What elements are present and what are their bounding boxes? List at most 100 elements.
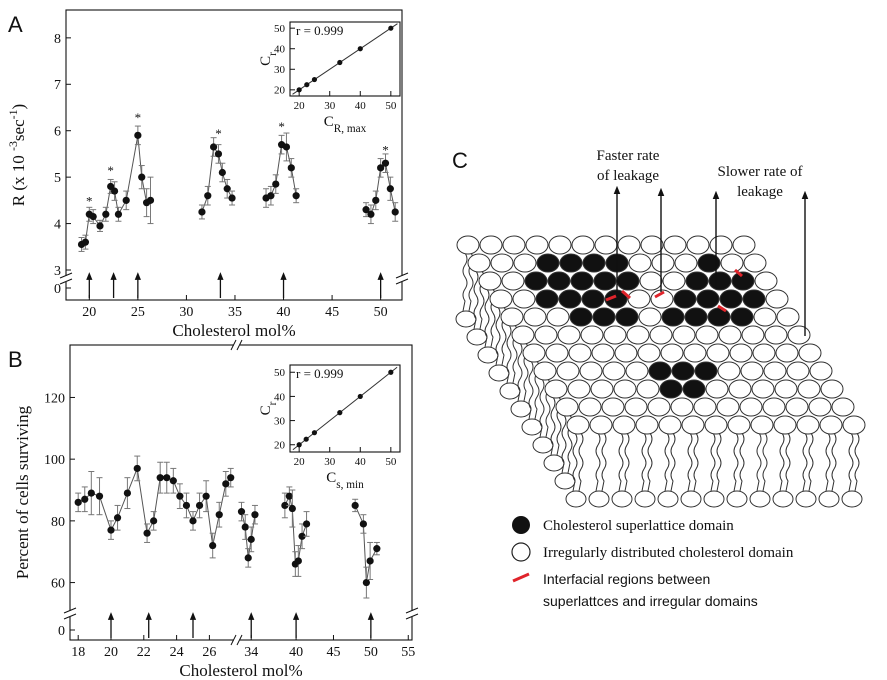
lipid-head (774, 379, 798, 399)
interface-region (654, 290, 665, 299)
lipid-head (499, 382, 521, 400)
axis-break (236, 634, 243, 646)
x-axis-label: CR, max (324, 114, 367, 135)
cholesterol-superlattice (730, 307, 754, 327)
lipid-head (634, 490, 656, 508)
lipid-head (658, 415, 682, 435)
data-point (114, 210, 123, 218)
cholesterol-superlattice (673, 289, 697, 309)
data-point (285, 492, 293, 500)
lipid-head (662, 271, 686, 291)
cholesterol-superlattice (742, 289, 766, 309)
data-point (143, 529, 151, 537)
y-tick-label: 4 (54, 217, 61, 232)
lipid-head (532, 436, 554, 454)
lipid-tail (779, 432, 785, 492)
axis-break (66, 611, 74, 617)
lipid-head (683, 343, 707, 363)
x-tick-label: 30 (324, 456, 336, 468)
lipid-head (500, 307, 524, 327)
lipid-head (663, 235, 687, 255)
data-point (81, 495, 89, 503)
data-point (296, 87, 302, 93)
lipid-head (502, 235, 526, 255)
lipid-head (624, 397, 648, 417)
lipid-tail (693, 432, 699, 492)
lipid-tail (528, 360, 534, 420)
y-tick-label: 120 (44, 391, 65, 406)
y-axis-label: Cr (258, 52, 279, 66)
data-point (362, 578, 370, 587)
data-point (146, 196, 155, 204)
y-tick-label: 0 (54, 282, 61, 297)
lipid-tail (848, 432, 854, 492)
label-part: ) (9, 104, 28, 110)
cholesterol-superlattice (719, 289, 743, 309)
lipid-head (795, 490, 817, 508)
lipid-head (720, 253, 744, 273)
x-tick-label: 45 (326, 645, 340, 660)
lipid-head (820, 379, 844, 399)
lipid-head (753, 307, 777, 327)
annotation: leakage (737, 184, 783, 200)
lipid-tail (854, 432, 860, 492)
lipid-head (750, 415, 774, 435)
data-point (386, 185, 394, 193)
panel-label: A (8, 12, 23, 37)
annotation: of leakage (597, 168, 659, 184)
x-tick-label: 30 (324, 100, 336, 112)
lipid-tail (506, 324, 512, 384)
lipid-head (501, 271, 525, 291)
data-point (102, 210, 110, 218)
data-point (267, 192, 275, 200)
lipid-head (772, 490, 794, 508)
lipid-head (579, 361, 603, 381)
x-tick-label: 35 (228, 305, 242, 320)
lipid-head (602, 361, 626, 381)
lipid-head (809, 361, 833, 381)
lipid-head (674, 253, 698, 273)
lipid-head (488, 364, 510, 382)
x-axis-label: Cholesterol mol% (172, 321, 295, 340)
data-point (298, 532, 306, 540)
x-tick-label: 40 (355, 456, 367, 468)
y-tick-label: 0 (58, 624, 65, 639)
panel-label: B (8, 347, 23, 372)
lipid-head (705, 379, 729, 399)
data-point (296, 442, 302, 448)
axis-break (405, 613, 419, 620)
lipid-head (543, 454, 565, 472)
data-point (122, 196, 130, 204)
lipid-head (718, 325, 742, 345)
lipid-head (716, 397, 740, 417)
cholesterol-superlattice (661, 307, 685, 327)
lipid-head (765, 289, 789, 309)
data-point (247, 535, 255, 543)
cholesterol-superlattice (697, 253, 721, 273)
cholesterol-superlattice (707, 307, 731, 327)
label-subscript: s, min (336, 479, 364, 491)
data-point (189, 517, 197, 525)
lipid-head (660, 343, 684, 363)
lipid-tail (641, 432, 647, 492)
lipid-head (544, 379, 568, 399)
lipid-head (743, 253, 767, 273)
lipid-head (455, 310, 477, 328)
lipid-head (589, 415, 613, 435)
lipid-head (639, 271, 663, 291)
data-point (304, 82, 310, 88)
lipid-head (522, 343, 546, 363)
lipid-head (762, 397, 786, 417)
axis-break (405, 607, 419, 614)
lipid-head (842, 415, 866, 435)
y-tick-label: 8 (54, 32, 61, 47)
lipid-head (706, 343, 730, 363)
lipid-head (617, 235, 641, 255)
cholesterol-superlattice (616, 271, 640, 291)
lipid-head (704, 415, 728, 435)
x-axis-label: Cs, min (326, 470, 364, 491)
data-point (381, 159, 390, 167)
lipid-head (490, 253, 514, 273)
lipid-tail (624, 432, 630, 492)
